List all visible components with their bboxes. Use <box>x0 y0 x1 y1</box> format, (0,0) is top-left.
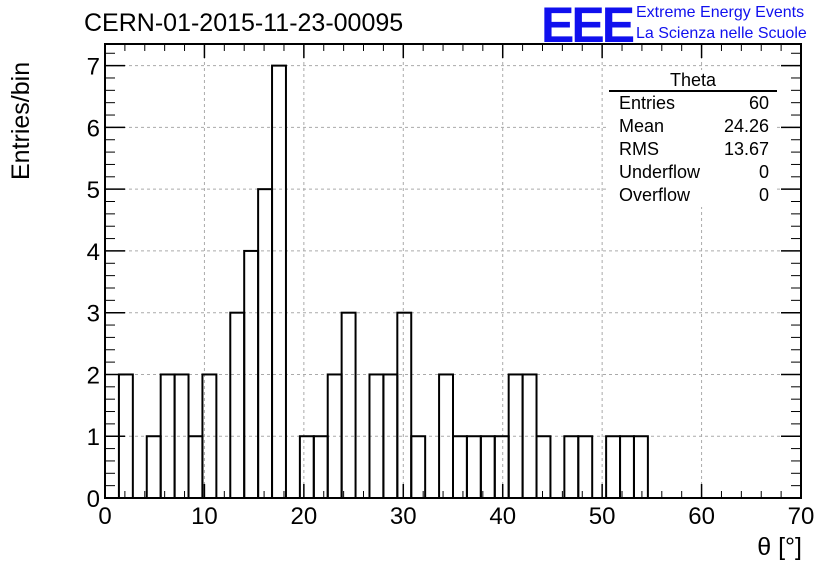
y-axis-label: Entries/bin <box>7 61 35 180</box>
stats-box: Theta Entries 60 Mean 24.26 RMS 13.67 Un… <box>609 70 777 207</box>
histogram-bin <box>452 435 468 499</box>
histogram-bin <box>187 435 204 499</box>
x-tick-label: 10 <box>191 503 218 530</box>
x-tick-label: 50 <box>589 503 616 530</box>
histogram-bin <box>229 311 246 499</box>
stats-label: Mean <box>619 116 665 136</box>
histogram-bars <box>117 64 649 499</box>
stats-row-underflow: Underflow 0 <box>609 161 777 184</box>
stats-label: Entries <box>619 93 676 113</box>
y-tick-label: 4 <box>87 239 100 266</box>
x-tick-label: 60 <box>688 503 715 530</box>
stats-row-entries: Entries 60 <box>609 92 777 115</box>
histogram-bin <box>257 188 274 499</box>
stats-value: 24.26 <box>723 116 769 136</box>
y-tick-label: 7 <box>87 54 100 81</box>
plot-frame <box>104 43 802 499</box>
y-tick-label: 1 <box>87 424 100 451</box>
y-tick-label: 2 <box>87 362 100 389</box>
stats-label: Overflow <box>619 185 691 205</box>
x-tick-label: 0 <box>98 503 111 530</box>
stats-label: Underflow <box>619 162 701 182</box>
stats-title: Theta <box>609 70 777 92</box>
histogram-bin <box>521 373 538 499</box>
axis-ticks <box>104 44 802 499</box>
tick-labels: 0 10 20 30 40 50 60 70 0 1 2 3 4 5 6 7 <box>87 54 815 530</box>
stats-row-mean: Mean 24.26 <box>609 115 777 138</box>
histogram-bin <box>340 311 357 499</box>
y-tick-label: 5 <box>87 177 100 204</box>
histogram-bin <box>632 435 649 499</box>
y-tick-label: 0 <box>87 486 100 513</box>
histogram-bin <box>271 64 287 499</box>
histogram-bin <box>465 435 482 499</box>
stats-value: 0 <box>758 185 769 205</box>
histogram-bin <box>173 373 190 499</box>
stats-row-rms: RMS 13.67 <box>609 138 777 161</box>
histogram-bin <box>493 435 510 499</box>
eee-logo: EEE <box>541 0 635 53</box>
histogram-bin <box>535 435 552 499</box>
x-axis-label: θ [°] <box>757 533 802 561</box>
run-title: CERN-01-2015-11-23-00095 <box>84 9 404 37</box>
logo-line-2: La Scienza nelle Scuole <box>636 25 807 42</box>
histogram-bin <box>605 435 622 499</box>
y-tick-label: 3 <box>87 301 100 328</box>
histogram-bin <box>619 435 635 499</box>
y-tick-label: 6 <box>87 115 100 142</box>
stats-label: RMS <box>619 139 659 159</box>
histogram-bin <box>312 435 329 499</box>
stats-row-overflow: Overflow 0 <box>609 184 777 207</box>
histogram-bin <box>563 435 580 499</box>
histogram-bin <box>410 435 427 499</box>
x-tick-label: 20 <box>291 503 318 530</box>
histogram-bin <box>479 435 496 499</box>
stats-value: 0 <box>758 162 769 182</box>
logo-line-1: Extreme Energy Events <box>636 4 805 21</box>
x-tick-label: 40 <box>489 503 516 530</box>
histogram-bin <box>396 311 413 499</box>
histogram-bin <box>298 435 315 499</box>
histogram-bin <box>577 435 594 499</box>
x-tick-label: 70 <box>788 503 815 530</box>
stats-value: 60 <box>748 93 769 113</box>
histogram-bin <box>145 435 162 499</box>
x-tick-label: 30 <box>390 503 417 530</box>
stats-value: 13.67 <box>723 139 769 159</box>
